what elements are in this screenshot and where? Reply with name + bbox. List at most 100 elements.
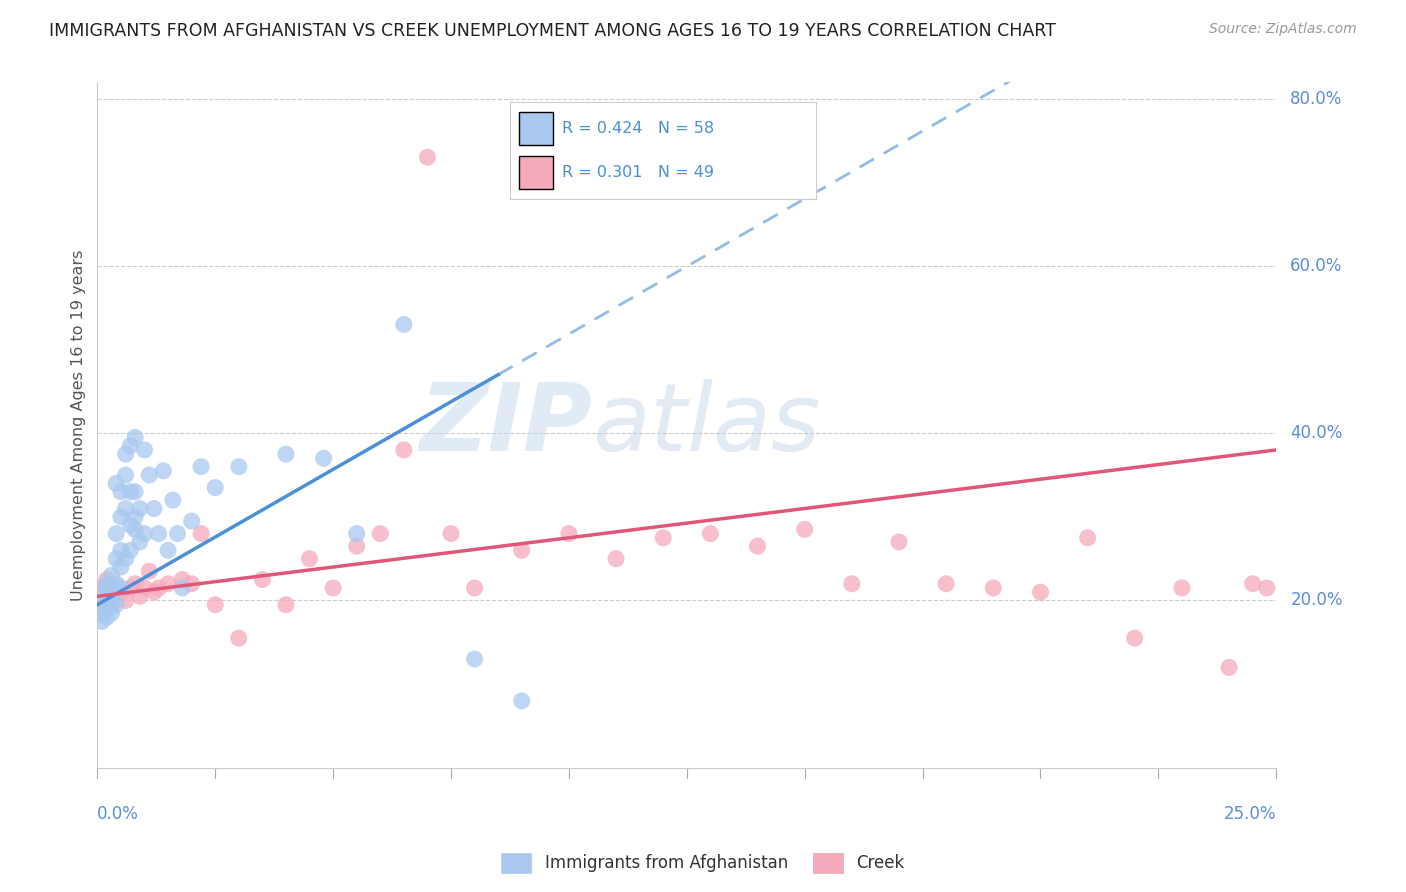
Point	[346, 539, 368, 553]
Point	[228, 631, 250, 645]
Point	[114, 447, 136, 461]
Point	[148, 526, 170, 541]
Point	[464, 581, 486, 595]
Point	[96, 573, 118, 587]
Text: 0.0%: 0.0%	[97, 805, 139, 823]
Text: 60.0%: 60.0%	[1291, 257, 1343, 275]
Point	[120, 439, 142, 453]
Point	[114, 501, 136, 516]
Point	[100, 581, 122, 595]
Point	[510, 543, 533, 558]
Point	[91, 615, 114, 629]
Point	[346, 526, 368, 541]
Text: ZIP: ZIP	[419, 379, 592, 471]
Point	[142, 585, 165, 599]
Point	[1256, 581, 1278, 595]
Point	[100, 568, 122, 582]
Point	[96, 585, 118, 599]
Point	[298, 551, 321, 566]
Point	[100, 593, 122, 607]
Y-axis label: Unemployment Among Ages 16 to 19 years: Unemployment Among Ages 16 to 19 years	[72, 249, 86, 600]
Text: IMMIGRANTS FROM AFGHANISTAN VS CREEK UNEMPLOYMENT AMONG AGES 16 TO 19 YEARS CORR: IMMIGRANTS FROM AFGHANISTAN VS CREEK UNE…	[49, 22, 1056, 40]
Point	[105, 576, 128, 591]
Point	[157, 543, 180, 558]
Point	[1171, 581, 1194, 595]
Text: 25.0%: 25.0%	[1223, 805, 1277, 823]
Point	[120, 518, 142, 533]
Point	[392, 318, 415, 332]
Point	[114, 593, 136, 607]
Point	[138, 564, 160, 578]
Point	[204, 598, 226, 612]
Text: 80.0%: 80.0%	[1291, 89, 1343, 108]
Point	[110, 581, 132, 595]
Point	[652, 531, 675, 545]
Point	[124, 522, 146, 536]
Point	[110, 543, 132, 558]
Point	[124, 484, 146, 499]
Point	[162, 493, 184, 508]
Point	[148, 581, 170, 595]
Point	[228, 459, 250, 474]
Point	[134, 581, 156, 595]
Point	[274, 447, 297, 461]
Point	[96, 581, 118, 595]
Point	[464, 652, 486, 666]
Point	[981, 581, 1004, 595]
Legend: Immigrants from Afghanistan, Creek: Immigrants from Afghanistan, Creek	[495, 847, 911, 880]
Point	[100, 598, 122, 612]
Point	[172, 581, 194, 595]
Point	[204, 481, 226, 495]
Point	[105, 526, 128, 541]
Point	[510, 694, 533, 708]
Point	[747, 539, 769, 553]
Point	[274, 598, 297, 612]
Point	[134, 526, 156, 541]
Point	[322, 581, 344, 595]
Point	[138, 468, 160, 483]
Point	[1218, 660, 1240, 674]
Point	[935, 576, 957, 591]
Point	[105, 551, 128, 566]
Point	[440, 526, 463, 541]
Point	[114, 551, 136, 566]
Point	[134, 442, 156, 457]
Point	[120, 484, 142, 499]
Point	[1241, 576, 1264, 591]
Point	[166, 526, 188, 541]
Point	[110, 560, 132, 574]
Point	[128, 590, 150, 604]
Point	[180, 576, 202, 591]
Point	[190, 459, 212, 474]
Point	[142, 501, 165, 516]
Point	[110, 484, 132, 499]
Point	[841, 576, 863, 591]
Point	[699, 526, 721, 541]
Text: Source: ZipAtlas.com: Source: ZipAtlas.com	[1209, 22, 1357, 37]
Point	[1029, 585, 1052, 599]
Point	[793, 522, 815, 536]
Point	[105, 598, 128, 612]
Point	[110, 585, 132, 599]
Text: 20.0%: 20.0%	[1291, 591, 1343, 609]
Point	[157, 576, 180, 591]
Point	[152, 464, 174, 478]
Point	[124, 509, 146, 524]
Point	[114, 468, 136, 483]
Point	[887, 535, 910, 549]
Point	[124, 430, 146, 444]
Point	[96, 576, 118, 591]
Point	[110, 509, 132, 524]
Point	[605, 551, 627, 566]
Text: atlas: atlas	[592, 379, 821, 470]
Point	[120, 581, 142, 595]
Point	[91, 598, 114, 612]
Point	[558, 526, 581, 541]
Point	[190, 526, 212, 541]
Point	[96, 593, 118, 607]
Point	[91, 598, 114, 612]
Point	[312, 451, 335, 466]
Point	[105, 476, 128, 491]
Point	[100, 593, 122, 607]
Point	[180, 514, 202, 528]
